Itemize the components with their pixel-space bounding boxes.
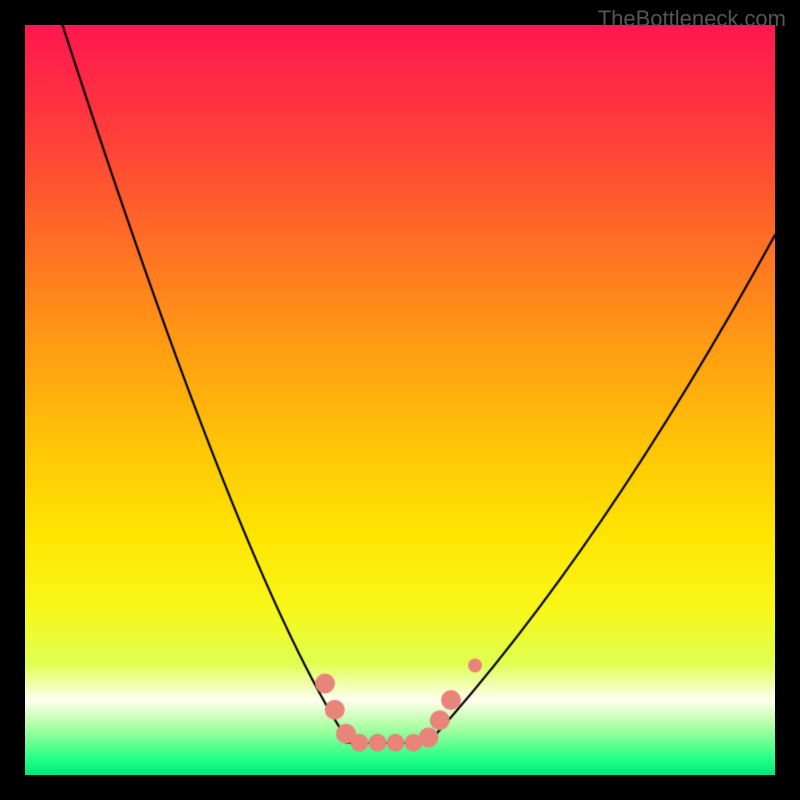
watermark-text: TheBottleneck.com	[598, 6, 786, 32]
chart-stage: TheBottleneck.com	[0, 0, 800, 800]
plot-frame	[25, 25, 775, 775]
